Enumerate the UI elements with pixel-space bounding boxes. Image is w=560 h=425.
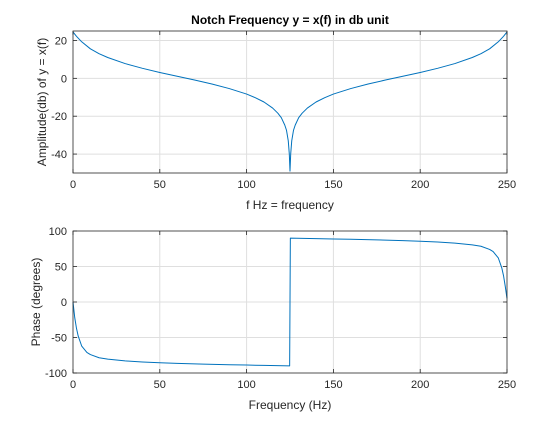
phase-y-tick-label: 50 [55,262,67,274]
phase-y-tick-label: -50 [51,333,67,345]
phase-axes: 0 50 100 150 200 250 -100 -50 0 50 100 Frequency (H… [29,226,516,412]
amplitude-chart-title: Notch Frequency y = x(f) in db unit [191,13,389,27]
amplitude-y-tick-label: -20 [51,111,67,123]
phase-x-tick-label: 0 [70,379,76,391]
amplitude-x-tick-label: 150 [324,179,342,191]
amplitude-x-axis-label: f Hz = frequency [246,198,334,212]
phase-x-tick-label: 50 [154,379,166,391]
amplitude-plot-area [73,31,507,173]
phase-y-tick-label: 0 [61,297,67,309]
phase-x-tick-label: 250 [498,379,516,391]
amplitude-y-tick-label: 20 [55,35,67,47]
amplitude-axes-box [72,30,508,174]
amplitude-y-tick-label: -40 [51,149,67,161]
amplitude-y-axis-label: Amplitude(db) of y = x(f) [35,38,49,166]
amplitude-x-tick-label: 250 [498,179,516,191]
phase-x-tick-label: 200 [411,379,429,391]
phase-y-tick-label: -100 [45,368,67,380]
phase-series-line [72,237,508,367]
phase-x-tick-label: 100 [237,379,255,391]
amplitude-y-tick-label: 0 [61,73,67,85]
phase-y-axis-label: Phase (degrees) [29,258,43,347]
amplitude-series-line [72,31,508,172]
amplitude-x-tick-label: 100 [237,179,255,191]
amplitude-x-tick-label: 0 [70,179,76,191]
amplitude-x-tick-label: 200 [411,179,429,191]
phase-x-axis-label: Frequency (Hz) [249,398,332,412]
amplitude-x-tick-label: 50 [154,179,166,191]
amplitude-axes: 0 50 100 150 200 250 -40 -20 0 20 Notch Frequency … [35,13,516,212]
phase-y-tick-label: 100 [49,226,67,238]
phase-x-tick-label: 150 [324,379,342,391]
